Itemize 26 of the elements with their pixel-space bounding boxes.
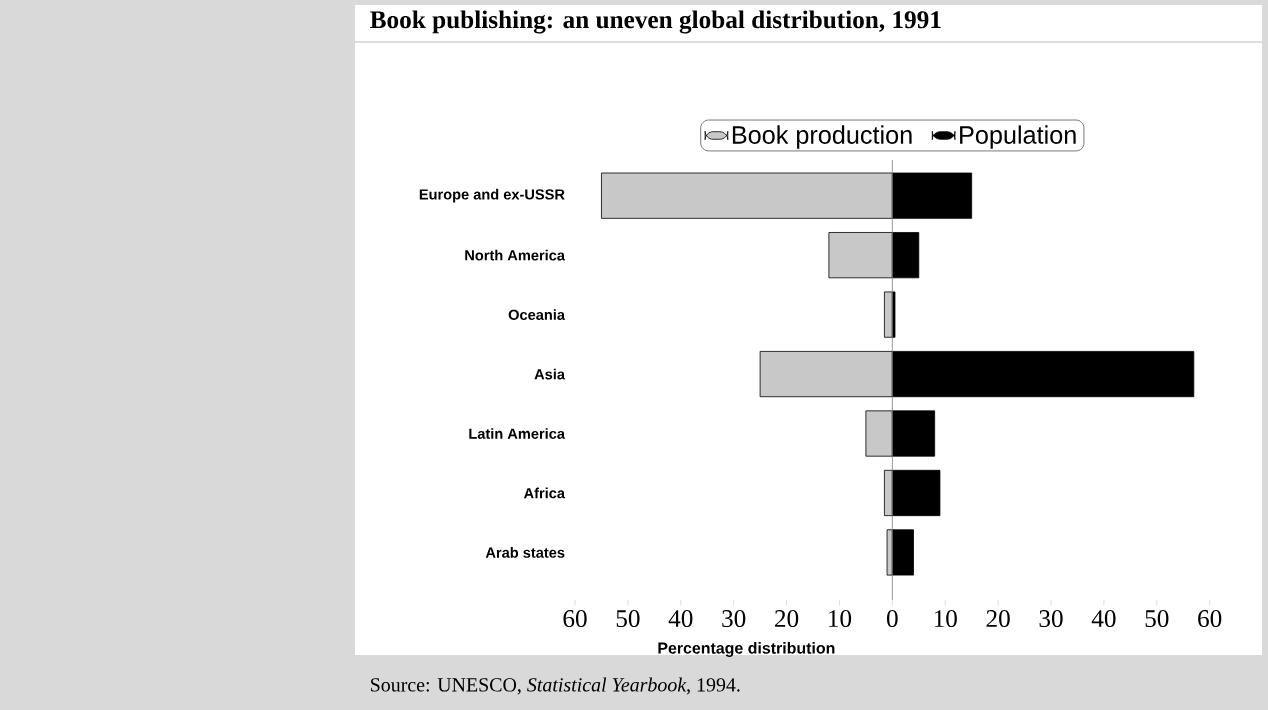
x-tick-label: 60 — [1198, 610, 1222, 628]
y-tick-label: North America — [465, 249, 566, 261]
legend-label: Population — [960, 125, 1076, 149]
y-tick-label: Arab states — [485, 547, 565, 558]
x-tick-label: 10 — [829, 610, 852, 628]
x-tick-label: 50 — [1145, 610, 1169, 628]
chart-title: Book publishing: an uneven global distribution, 1991 — [370, 10, 941, 34]
x-tick-label: 40 — [668, 610, 693, 628]
legend-label: Book production — [732, 125, 912, 149]
x-tick-label: 30 — [722, 610, 746, 628]
y-tick-label: Oceania — [508, 309, 566, 320]
y-tick-label: Europe and ex-USSR — [419, 188, 565, 203]
x-tick-label: 20 — [775, 610, 799, 628]
x-tick-label: 60 — [563, 610, 587, 628]
x-tick-label: 20 — [986, 610, 1010, 628]
bar — [884, 291, 893, 338]
x-tick-label: 10 — [934, 610, 957, 628]
y-tick-label: Latin America — [469, 428, 566, 439]
x-axis-title: Percentage distribution — [658, 642, 835, 657]
y-tick-label: Africa — [523, 487, 566, 499]
x-tick-label: 40 — [1091, 610, 1116, 628]
source-note: Source: UNESCO, Statistical Yearbook, 1994. — [371, 677, 740, 695]
x-tick-label: 50 — [616, 610, 640, 628]
y-tick-label: Asia — [534, 368, 566, 380]
x-tick-label: 0 — [886, 610, 898, 628]
x-tick-label: 30 — [1039, 610, 1063, 628]
